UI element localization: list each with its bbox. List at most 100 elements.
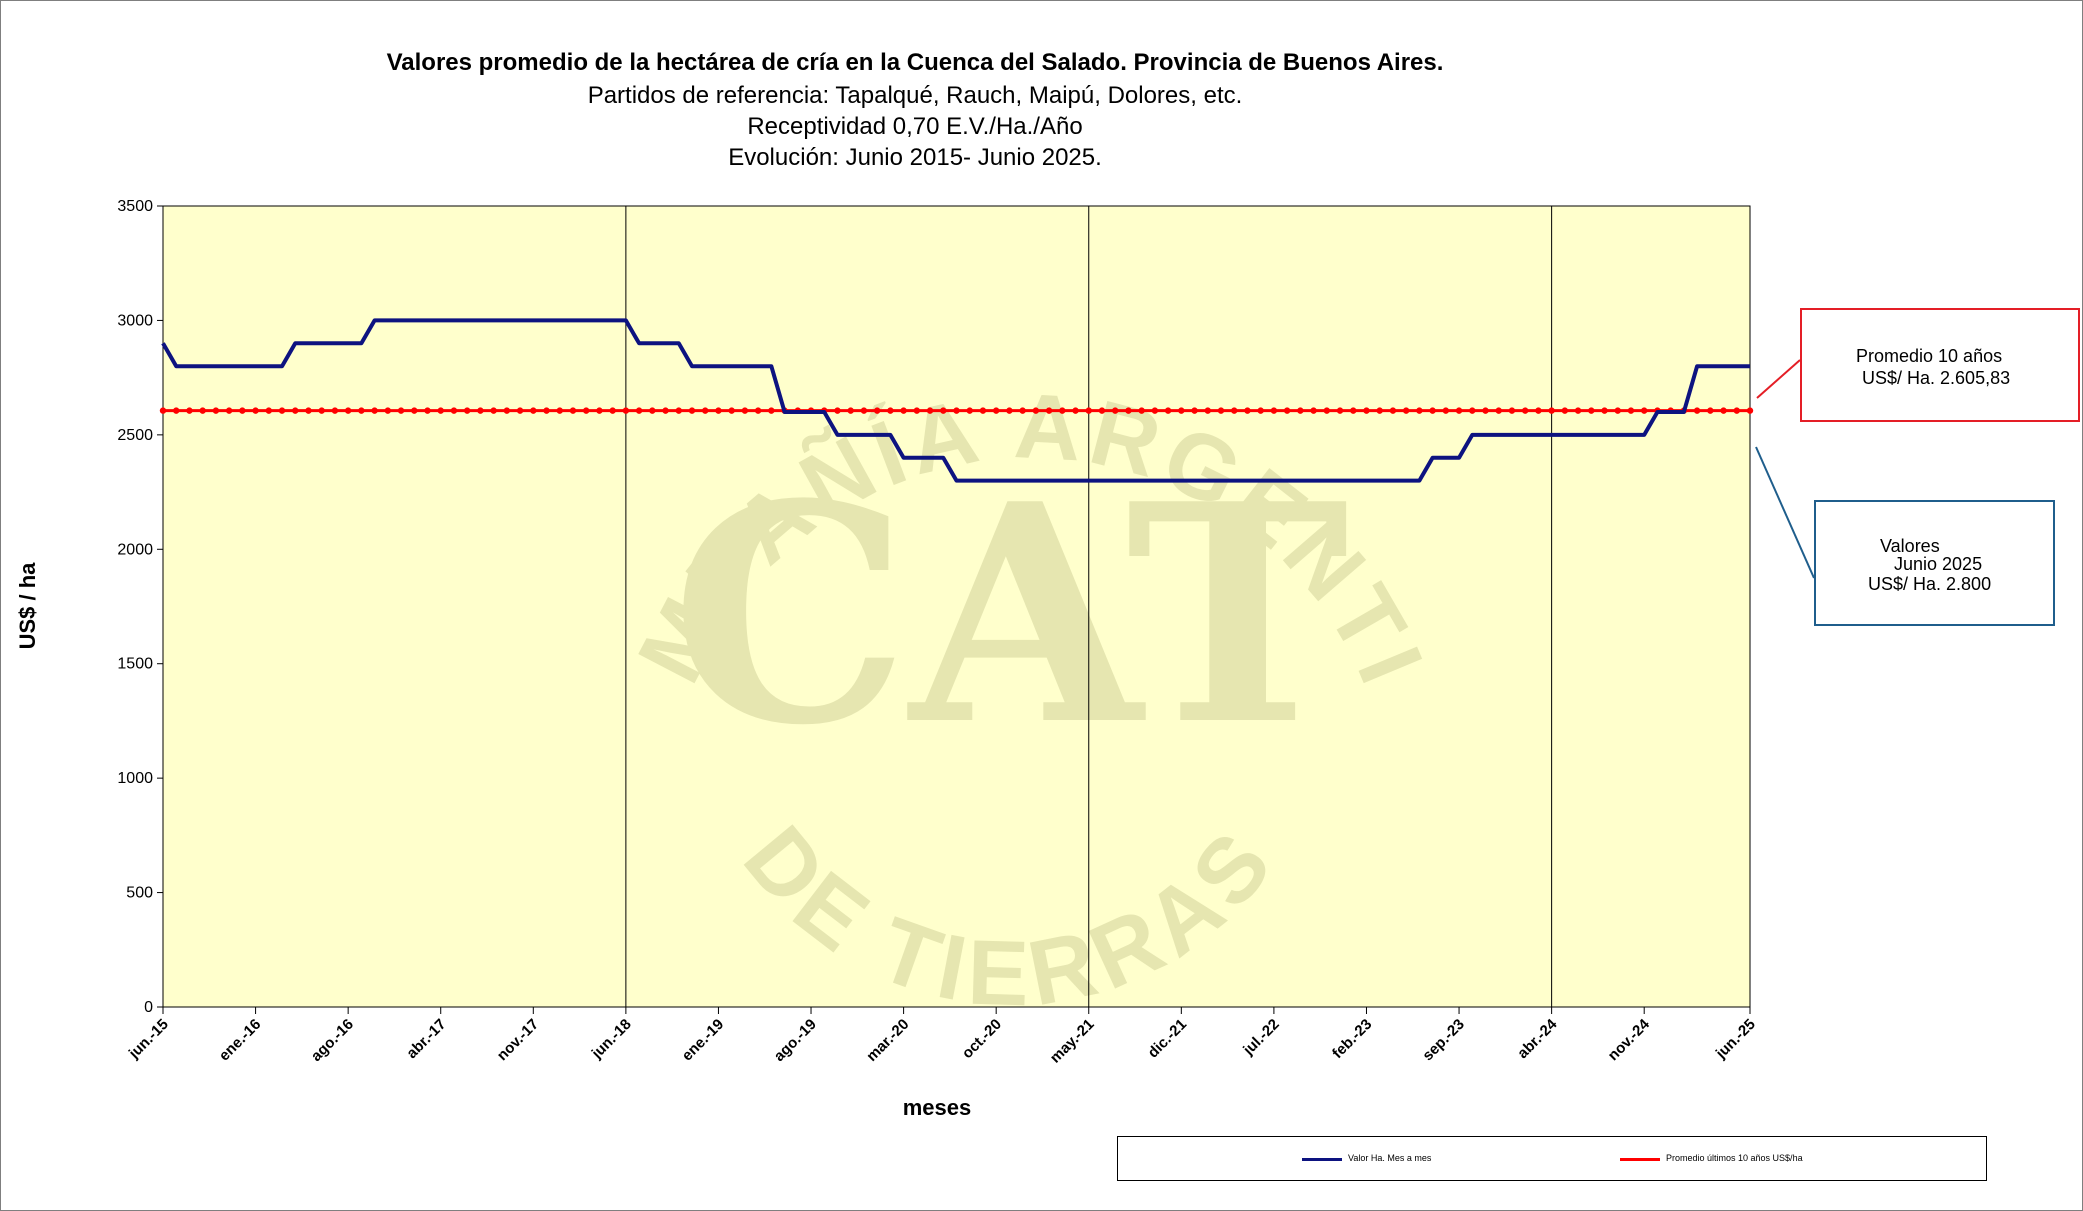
average-point xyxy=(556,407,563,414)
x-tick-label: abr.-24 xyxy=(1514,1015,1561,1062)
average-point xyxy=(992,407,1000,414)
average-point xyxy=(1707,407,1714,414)
series-layer xyxy=(159,318,1754,483)
legend-label-value: Valor Ha. Mes a mes xyxy=(1348,1153,1432,1163)
average-point xyxy=(1535,407,1542,414)
average-point xyxy=(1350,407,1357,414)
legend-swatch-average xyxy=(1620,1158,1660,1161)
average-point xyxy=(768,407,775,414)
average-point xyxy=(411,407,418,414)
average-point xyxy=(503,407,511,414)
average-point xyxy=(1178,407,1185,414)
y-tick-label: 1500 xyxy=(117,656,153,673)
average-point xyxy=(569,407,577,414)
average-point xyxy=(702,407,709,414)
average-point xyxy=(344,407,352,414)
x-tick-label: jun.-15 xyxy=(125,1016,172,1063)
callout-current-leader xyxy=(1755,446,1815,579)
average-point xyxy=(1072,407,1079,414)
average-point xyxy=(173,407,180,414)
x-tick-label: ago.-19 xyxy=(771,1016,820,1065)
chart-title-block: Valores promedio de la hectárea de cría … xyxy=(330,46,1500,173)
average-point xyxy=(1297,407,1304,414)
y-tick-label: 2500 xyxy=(117,427,153,444)
average-point xyxy=(1389,407,1397,414)
average-point xyxy=(1112,407,1119,414)
average-point xyxy=(1085,407,1092,414)
average-point xyxy=(1231,407,1238,414)
average-point xyxy=(371,407,378,414)
average-point xyxy=(1125,407,1132,414)
chart-subtitle-evolucion: Evolución: Junio 2015- Junio 2025. xyxy=(728,144,1102,171)
average-point xyxy=(463,407,471,414)
callout-current: Valores Junio 2025 US$/ Ha. 2.800 xyxy=(1814,500,2055,626)
average-point xyxy=(1601,407,1608,414)
average-point xyxy=(675,407,682,414)
chart-subtitle-partidos: Partidos de referencia: Tapalqué, Rauch,… xyxy=(587,82,1243,109)
average-point xyxy=(1693,407,1701,414)
average-point xyxy=(1574,407,1582,414)
average-point xyxy=(1310,407,1317,414)
average-point xyxy=(1098,407,1106,414)
average-point xyxy=(1495,407,1502,414)
series-line-value xyxy=(161,318,1750,483)
average-point xyxy=(1217,407,1225,414)
callout-average-leader xyxy=(1756,359,1801,399)
x-tick-label: jul.-22 xyxy=(1239,1016,1282,1059)
average-point xyxy=(887,407,894,414)
average-point xyxy=(292,407,299,414)
y-tick-label: 500 xyxy=(126,885,153,902)
average-point xyxy=(397,407,405,414)
average-point xyxy=(1323,407,1331,414)
average-point xyxy=(1191,407,1198,414)
legend-label-average: Promedio últimos 10 años US$/ha xyxy=(1666,1153,1803,1163)
average-point xyxy=(1244,407,1251,414)
average-point xyxy=(1151,407,1159,414)
chart-legend: Valor Ha. Mes a mes Promedio últimos 10 … xyxy=(1117,1136,1987,1181)
average-point xyxy=(1720,407,1727,414)
average-point xyxy=(1402,407,1410,414)
average-point xyxy=(1521,407,1529,414)
average-point xyxy=(900,407,907,414)
average-point xyxy=(1429,407,1436,414)
average-point xyxy=(318,407,325,414)
average-point xyxy=(873,407,881,414)
average-point xyxy=(1627,407,1635,414)
y-axis: 0 500 1000 1500 2000 2500 3000 3500 xyxy=(117,198,163,1016)
y-axis-title: US$ / ha xyxy=(15,562,40,650)
x-tick-label: may.-21 xyxy=(1047,1016,1098,1067)
average-point xyxy=(1006,407,1013,414)
average-point xyxy=(715,407,722,414)
average-point xyxy=(1032,407,1040,414)
x-tick-label: nov.-17 xyxy=(494,1016,542,1064)
x-tick-label: ene.-19 xyxy=(679,1016,728,1065)
x-tick-label: dic.-21 xyxy=(1145,1016,1191,1062)
average-point xyxy=(1019,407,1026,414)
x-axis-title: meses xyxy=(903,1095,972,1120)
chart-subtitle-receptividad: Receptividad 0,70 E.V./Ha./Año xyxy=(747,113,1083,140)
x-tick-label: jun.-25 xyxy=(1712,1016,1759,1063)
average-point xyxy=(1455,407,1463,414)
average-point xyxy=(1059,407,1066,414)
average-point xyxy=(1614,407,1621,414)
average-point xyxy=(1588,407,1595,414)
average-point xyxy=(728,407,735,414)
average-point xyxy=(265,407,272,414)
average-point xyxy=(1270,407,1278,414)
average-point xyxy=(979,407,987,414)
callout-average-label: Promedio 10 años xyxy=(1856,346,2003,366)
x-tick-label: feb.-23 xyxy=(1329,1016,1375,1062)
callout-current-date: Junio 2025 xyxy=(1894,554,1983,574)
average-point xyxy=(688,407,696,414)
average-point xyxy=(225,407,233,414)
average-point xyxy=(847,407,854,414)
average-point xyxy=(1733,407,1740,414)
average-point xyxy=(940,407,947,414)
legend-swatch-value xyxy=(1302,1158,1342,1161)
x-tick-label: ene.-16 xyxy=(216,1016,265,1065)
average-point xyxy=(1138,407,1145,414)
average-point xyxy=(239,407,246,414)
average-point xyxy=(1746,407,1754,414)
x-tick-label: mar.-20 xyxy=(863,1016,912,1065)
